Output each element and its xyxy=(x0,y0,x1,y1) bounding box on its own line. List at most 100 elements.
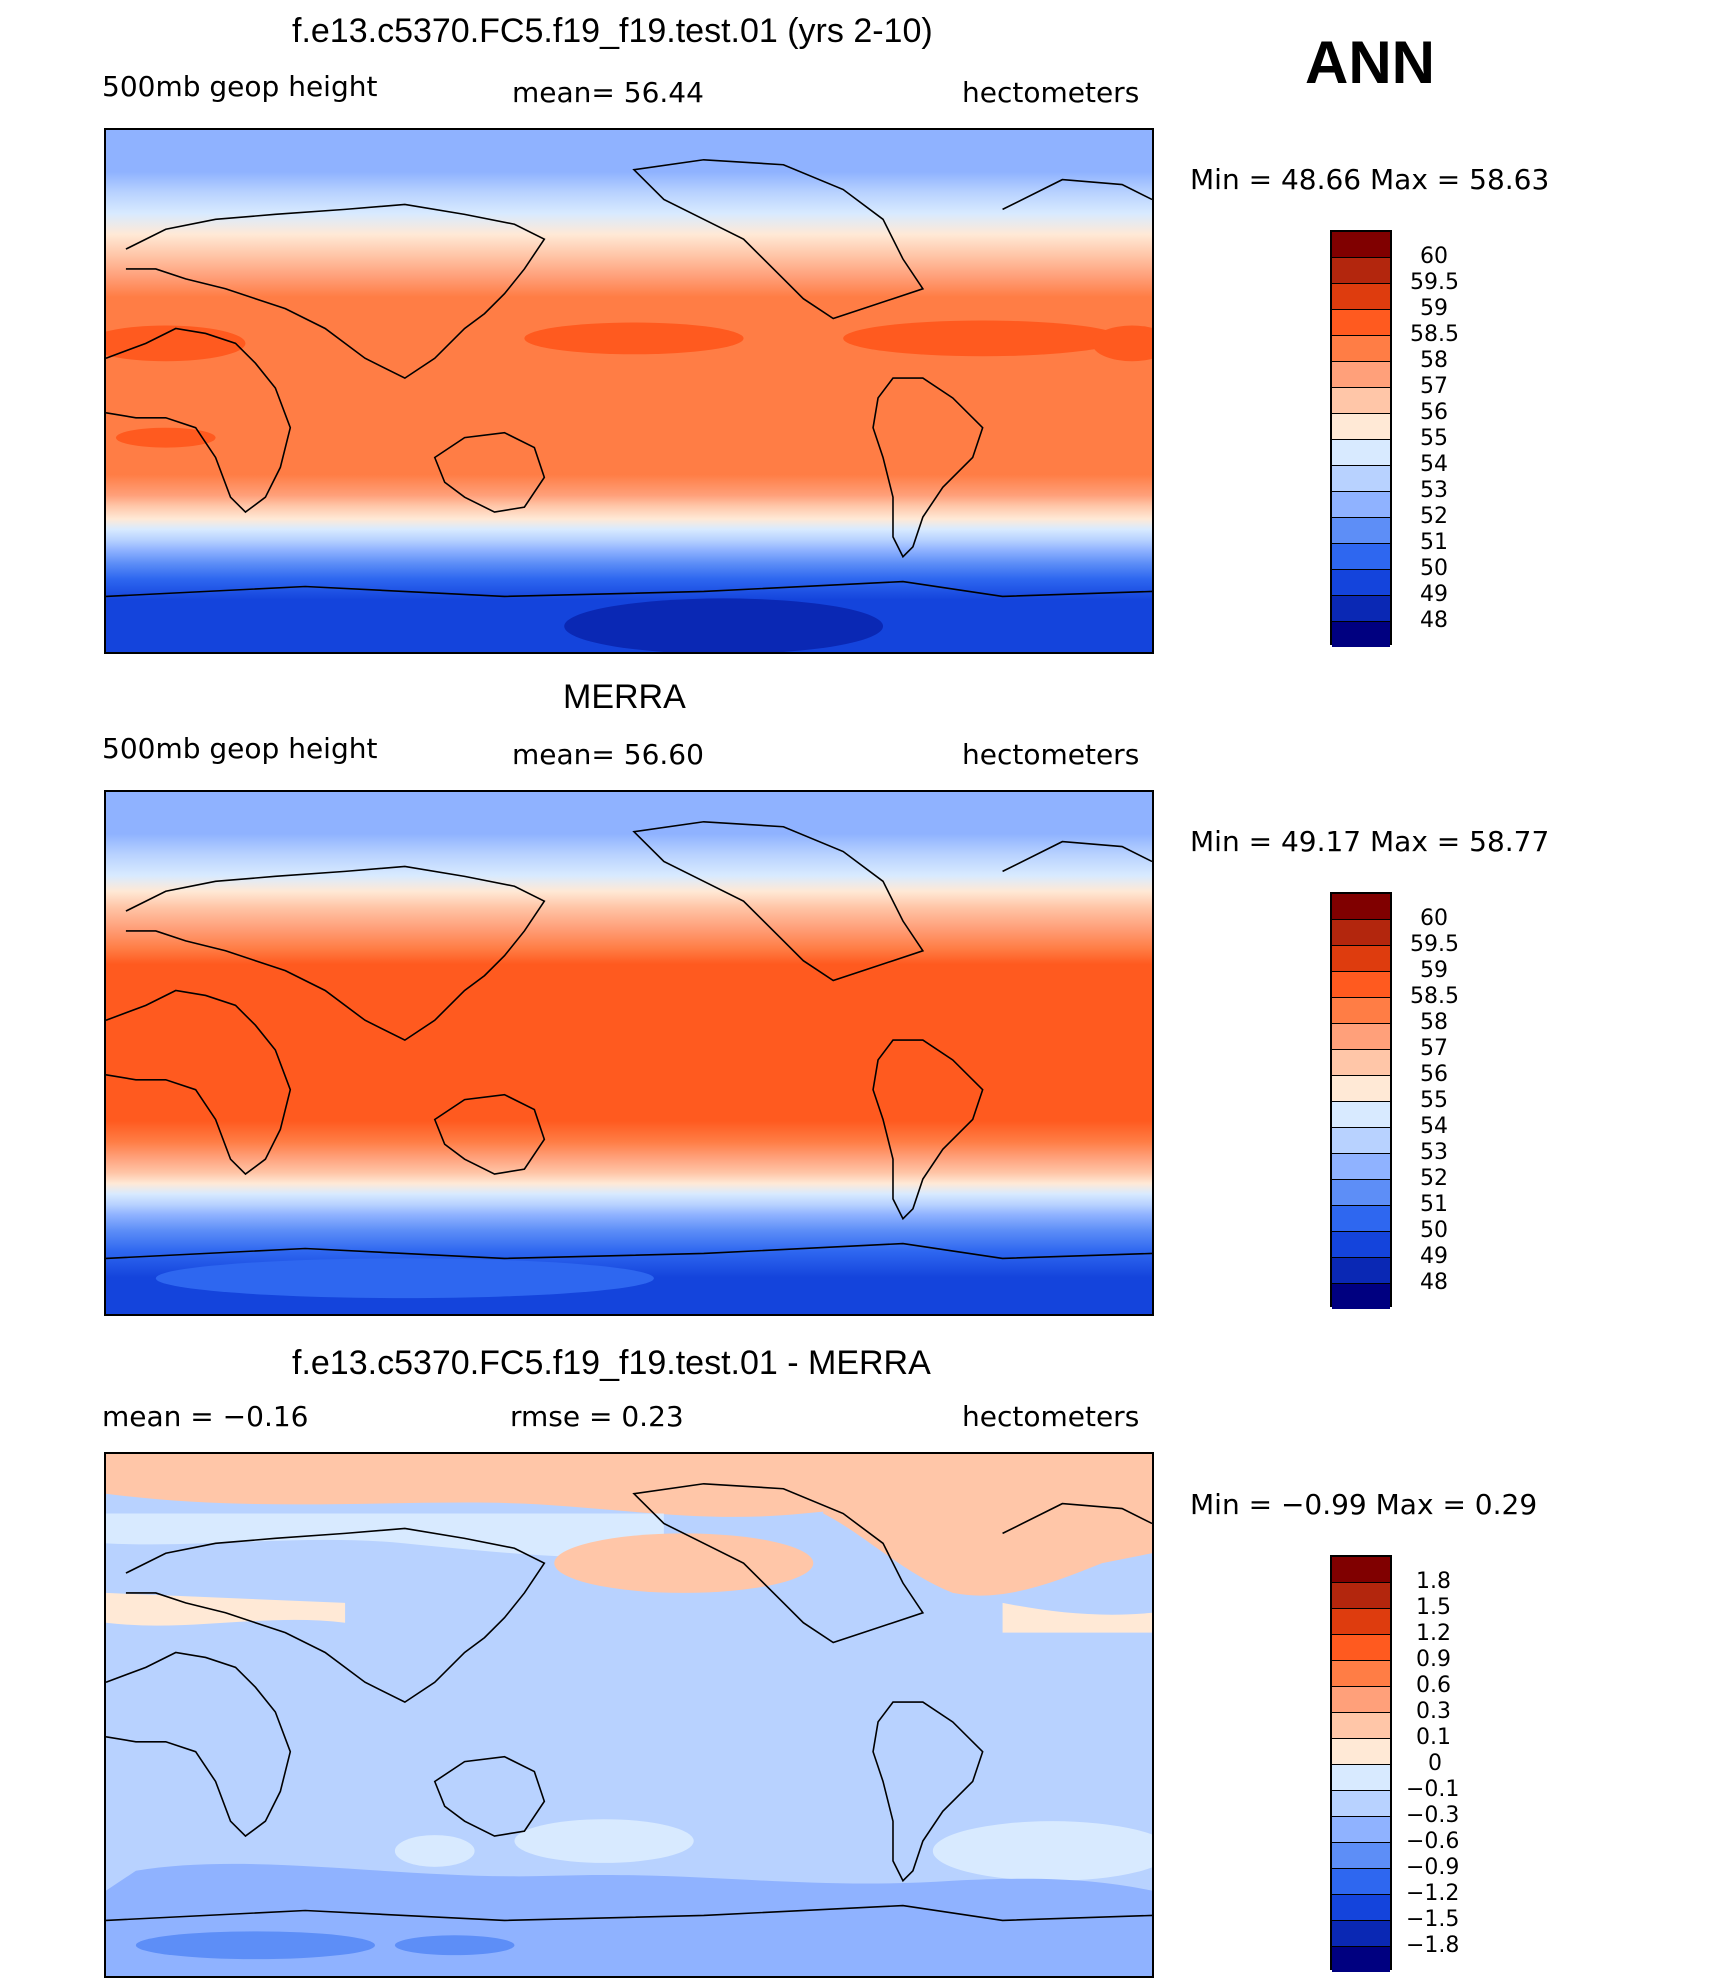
panel1-map xyxy=(104,128,1154,654)
panel2-mean-label: mean= 56.60 xyxy=(512,738,704,771)
panel1-colorbar xyxy=(1330,230,1392,647)
panel1-colorbar-tick: 59.5 xyxy=(1410,270,1459,295)
panel1-colorbar-cell xyxy=(1332,596,1390,622)
panel1-colorbar-tick: 54 xyxy=(1420,452,1448,477)
panel3-colorbar-tick: 1.5 xyxy=(1416,1595,1451,1620)
panel2-colorbar-cell xyxy=(1332,972,1390,998)
panel2-colorbar-cell xyxy=(1332,1232,1390,1258)
panel3-colorbar-tick: 1.8 xyxy=(1416,1569,1451,1594)
panel1-colorbar-tick: 57 xyxy=(1420,374,1448,399)
panel2-minmax-label: Min = 49.17 Max = 58.77 xyxy=(1190,825,1550,858)
panel1-colorbar-cell xyxy=(1332,232,1390,258)
panel3-colorbar-tick: 0.3 xyxy=(1416,1699,1451,1724)
panel3-colorbar-cell xyxy=(1332,1921,1390,1947)
panel2-colorbar-tick: 49 xyxy=(1420,1244,1448,1269)
panel3-colorbar-cell xyxy=(1332,1739,1390,1765)
panel1-colorbar-cell xyxy=(1332,570,1390,596)
panel3-colorbar-tick: −1.5 xyxy=(1406,1907,1460,1932)
panel3-mean-label: mean = −0.16 xyxy=(102,1400,309,1433)
panel3-colorbar-cell xyxy=(1332,1661,1390,1687)
panel2-colorbar-cell xyxy=(1332,1284,1390,1309)
panel3-units-label: hectometers xyxy=(962,1400,1140,1433)
panel2-colorbar-cell xyxy=(1332,1180,1390,1206)
panel3-colorbar-tick: 1.2 xyxy=(1416,1621,1451,1646)
panel2-colorbar-tick: 51 xyxy=(1420,1192,1448,1217)
panel2-colorbar-cell xyxy=(1332,946,1390,972)
panel2-colorbar-cell xyxy=(1332,1024,1390,1050)
panel1-colorbar-tick: 59 xyxy=(1420,296,1448,321)
panel2-colorbar-cell xyxy=(1332,1154,1390,1180)
panel2-colorbar-tick: 59.5 xyxy=(1410,932,1459,957)
panel2-colorbar-cell xyxy=(1332,920,1390,946)
panel3-colorbar-tick: −0.6 xyxy=(1406,1829,1460,1854)
panel1-colorbar-tick: 52 xyxy=(1420,504,1448,529)
panel3-colorbar-cell xyxy=(1332,1713,1390,1739)
panel3-colorbar-cell xyxy=(1332,1869,1390,1895)
panel1-colorbar-cell xyxy=(1332,622,1390,647)
panel2-colorbar-cell xyxy=(1332,1258,1390,1284)
panel2-map xyxy=(104,790,1154,1316)
panel2-colorbar-cell xyxy=(1332,1128,1390,1154)
panel3-colorbar-cell xyxy=(1332,1895,1390,1921)
panel1-colorbar-tick: 50 xyxy=(1420,556,1448,581)
panel2-map-field xyxy=(106,792,1152,1314)
panel3-colorbar-tick: −1.8 xyxy=(1406,1933,1460,1958)
panel3-colorbar-tick: −1.2 xyxy=(1406,1881,1460,1906)
panel2-colorbar-tick: 59 xyxy=(1420,958,1448,983)
panel1-coastlines xyxy=(106,158,1152,598)
panel3-colorbar-tick: 0.9 xyxy=(1416,1647,1451,1672)
season-label: ANN xyxy=(1305,29,1435,96)
panel3-colorbar-cell xyxy=(1332,1765,1390,1791)
panel2-colorbar-cell xyxy=(1332,1206,1390,1232)
panel1-title: f.e13.c5370.FC5.f19_f19.test.01 (yrs 2-1… xyxy=(292,12,933,50)
panel1-map-field xyxy=(106,130,1152,652)
panel1-colorbar-tick: 60 xyxy=(1420,244,1448,269)
panel3-coastlines xyxy=(106,1482,1152,1922)
panel1-colorbar-cell xyxy=(1332,284,1390,310)
panel2-colorbar-tick: 52 xyxy=(1420,1166,1448,1191)
panel2-colorbar-tick: 53 xyxy=(1420,1140,1448,1165)
panel3-colorbar-tick: 0.6 xyxy=(1416,1673,1451,1698)
panel1-colorbar-cell xyxy=(1332,258,1390,284)
panel2-units-label: hectometers xyxy=(962,738,1140,771)
panel1-colorbar-cell xyxy=(1332,440,1390,466)
panel3-minmax-label: Min = −0.99 Max = 0.29 xyxy=(1190,1488,1538,1521)
panel1-colorbar-cell xyxy=(1332,362,1390,388)
panel2-coastlines xyxy=(106,820,1152,1260)
panel2-colorbar-cell xyxy=(1332,894,1390,920)
panel3-colorbar-cell xyxy=(1332,1817,1390,1843)
panel2-colorbar-cell xyxy=(1332,1050,1390,1076)
panel2-variable-label: 500mb geop height xyxy=(102,732,378,765)
panel3-colorbar-cell xyxy=(1332,1609,1390,1635)
panel1-minmax-label: Min = 48.66 Max = 58.63 xyxy=(1190,163,1550,196)
panel1-colorbar-tick: 58 xyxy=(1420,348,1448,373)
panel3-rmse-label: rmse = 0.23 xyxy=(510,1400,684,1433)
panel1-colorbar-tick: 48 xyxy=(1420,608,1448,633)
panel3-colorbar-cell xyxy=(1332,1947,1390,1972)
panel3-colorbar xyxy=(1330,1555,1392,1972)
panel1-colorbar-cell xyxy=(1332,544,1390,570)
panel3-map-field xyxy=(106,1454,1152,1976)
panel2-title: MERRA xyxy=(563,678,686,716)
panel1-units-label: hectometers xyxy=(962,76,1140,109)
panel1-colorbar-tick: 56 xyxy=(1420,400,1448,425)
panel2-colorbar-tick: 58.5 xyxy=(1410,984,1459,1009)
panel1-colorbar-cell xyxy=(1332,310,1390,336)
panel1-colorbar-cell xyxy=(1332,518,1390,544)
panel3-colorbar-tick: −0.9 xyxy=(1406,1855,1460,1880)
panel1-variable-label: 500mb geop height xyxy=(102,70,378,103)
panel3-colorbar-cell xyxy=(1332,1843,1390,1869)
panel1-colorbar-cell xyxy=(1332,466,1390,492)
panel1-colorbar-tick: 58.5 xyxy=(1410,322,1459,347)
panel3-colorbar-cell xyxy=(1332,1557,1390,1583)
panel1-colorbar-tick: 53 xyxy=(1420,478,1448,503)
panel3-colorbar-cell xyxy=(1332,1583,1390,1609)
panel2-colorbar-tick: 57 xyxy=(1420,1036,1448,1061)
panel2-colorbar-cell xyxy=(1332,1076,1390,1102)
panel2-colorbar-tick: 54 xyxy=(1420,1114,1448,1139)
panel1-colorbar-tick: 51 xyxy=(1420,530,1448,555)
panel2-colorbar-cell xyxy=(1332,1102,1390,1128)
panel3-colorbar-cell xyxy=(1332,1687,1390,1713)
panel1-mean-label: mean= 56.44 xyxy=(512,76,704,109)
panel1-colorbar-tick: 49 xyxy=(1420,582,1448,607)
